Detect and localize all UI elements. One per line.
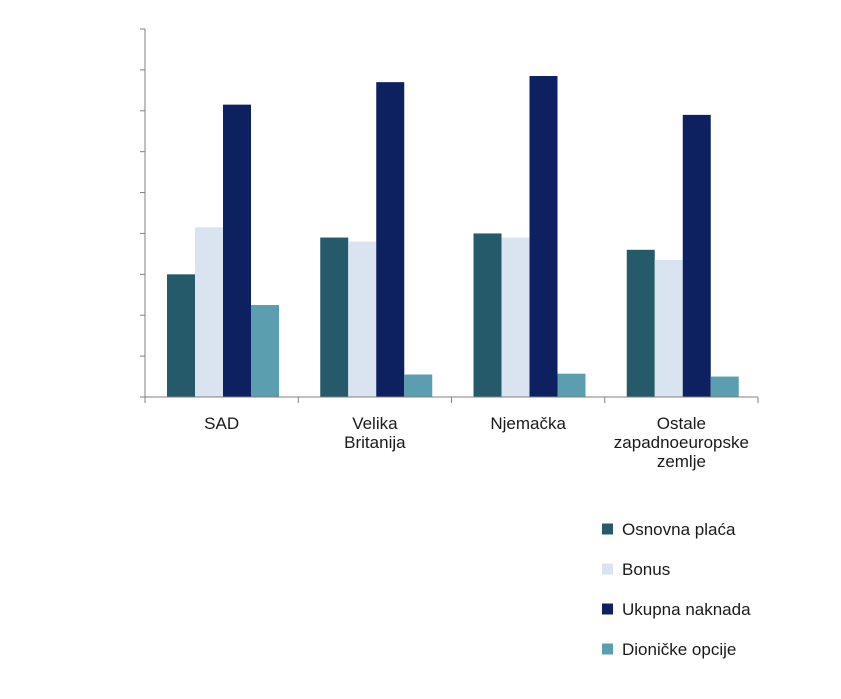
bar-dioni-ke-opcije-1 [404,374,433,397]
x-tick-label-line: Ostale [657,414,706,433]
bar-osnovna-pla-a-3 [626,249,655,397]
bar-osnovna-pla-a-1 [320,237,349,397]
bar-bonus-3 [654,260,683,397]
bar-ukupna-naknada-1 [376,82,405,398]
x-tick-label: SAD [204,414,239,433]
x-tick-label-line: Njemačka [490,414,566,433]
x-tick-label: Ostale zapadnoeuropske zemlje [614,414,749,471]
x-tick-label-line: SAD [204,414,239,433]
bar-osnovna-pla-a-0 [167,274,195,397]
bar-dioni-ke-opcije-0 [251,305,279,397]
x-tick-label-line: Velika [352,414,398,433]
bar-dioni-ke-opcije-2 [557,373,586,397]
legend-swatch [602,603,613,615]
legend-swatch [602,563,613,575]
legend-swatch [602,643,613,655]
bar-dioni-ke-opcije-3 [710,376,739,397]
bar-bonus-1 [348,241,377,397]
legend-label: Ukupna naknada [622,600,751,619]
bar-osnovna-pla-a-2 [473,233,502,397]
legend: Osnovna plaća Bonus Ukupna naknada Dioničke… [602,520,751,659]
x-axis-labels: SAD Velika Britanija Njemačka Ostale zapadnoe… [204,414,749,471]
legend-label: Bonus [622,560,670,579]
bars-layer [167,76,739,398]
bar-ukupna-naknada-2 [529,76,558,398]
bar-ukupna-naknada-3 [682,114,711,397]
x-tick-label-line: Britanija [344,433,406,452]
legend-label: Dioničke opcije [622,640,736,659]
bar-ukupna-naknada-0 [223,104,251,398]
x-tick-label-line: zemlje [657,452,706,471]
x-tick-label: Velika Britanija [344,414,406,452]
legend-swatch [602,523,613,535]
legend-label: Osnovna plaća [622,520,736,539]
bar-bonus-0 [195,227,223,397]
axes-layer [140,28,759,403]
x-tick-label-line: zapadnoeuropske [614,433,749,452]
x-tick-label: Njemačka [490,414,566,433]
bar-bonus-2 [501,237,530,397]
